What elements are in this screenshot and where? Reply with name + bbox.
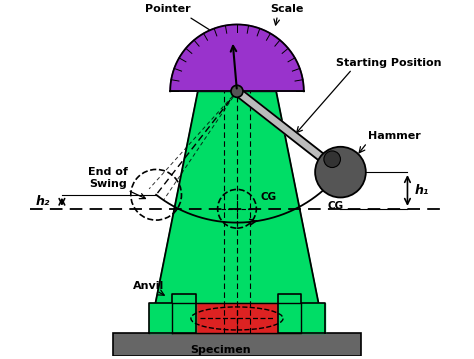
Text: Pointer: Pointer — [145, 4, 191, 14]
Text: Specimen: Specimen — [191, 345, 251, 355]
Polygon shape — [149, 91, 325, 333]
Polygon shape — [149, 294, 195, 333]
Text: CG: CG — [260, 192, 276, 202]
Text: h₂: h₂ — [36, 195, 50, 208]
Circle shape — [231, 85, 243, 97]
Text: CG: CG — [328, 201, 344, 211]
Text: Scale: Scale — [270, 4, 303, 14]
Text: End of: End of — [88, 167, 128, 177]
Polygon shape — [170, 24, 304, 91]
Text: Hammer: Hammer — [368, 131, 421, 141]
Polygon shape — [173, 303, 301, 333]
FancyBboxPatch shape — [113, 333, 361, 356]
Text: Anvil: Anvil — [133, 281, 164, 292]
Polygon shape — [278, 294, 325, 333]
Polygon shape — [235, 88, 343, 176]
Text: Starting Position: Starting Position — [336, 58, 442, 68]
Text: Swing: Swing — [89, 180, 127, 190]
Circle shape — [315, 147, 366, 197]
Text: h₁: h₁ — [414, 184, 429, 197]
Circle shape — [324, 151, 340, 168]
